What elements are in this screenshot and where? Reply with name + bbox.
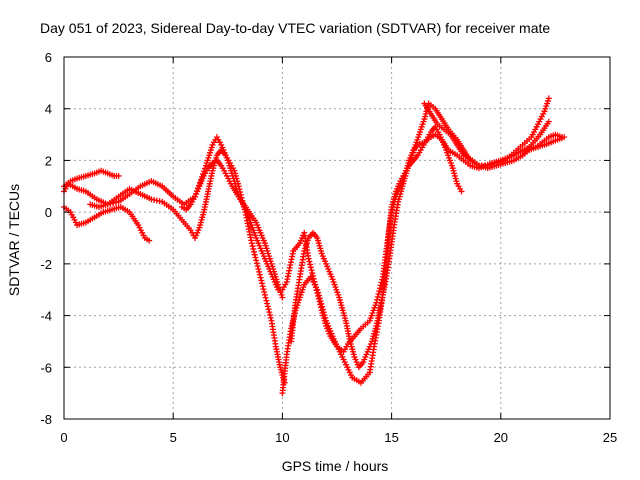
marker-fill	[254, 263, 261, 270]
marker-fill	[309, 270, 316, 277]
marker-fill	[236, 186, 243, 193]
x-tick-label: 15	[384, 430, 398, 445]
marker-fill	[319, 303, 326, 310]
series-track-f	[279, 123, 465, 397]
marker-fill	[257, 274, 264, 281]
series-track-i	[519, 131, 565, 159]
marker-fill	[253, 260, 260, 267]
marker-fill	[377, 282, 384, 289]
y-tick-label: 6	[45, 50, 52, 65]
series-track-h	[421, 95, 552, 169]
marker-fill	[267, 311, 274, 318]
data-point	[458, 188, 465, 195]
data-point	[115, 172, 122, 179]
marker-fill	[260, 286, 267, 293]
data-point	[255, 266, 262, 273]
marker-fill	[307, 261, 314, 268]
data-point	[305, 255, 312, 262]
series-track-b	[61, 203, 153, 244]
chart-title: Day 051 of 2023, Sidereal Day-to-day VTE…	[40, 20, 550, 36]
marker-fill	[264, 300, 271, 307]
series-track-g	[288, 100, 552, 371]
marker-fill	[319, 306, 326, 313]
data-point	[235, 183, 242, 190]
marker-fill	[250, 245, 257, 252]
y-tick-label: -4	[40, 309, 52, 324]
series-track-d	[87, 147, 288, 386]
x-tick-label: 25	[603, 430, 617, 445]
data-point	[261, 291, 268, 298]
marker-fill	[315, 289, 322, 296]
data-point	[314, 286, 321, 293]
data-point	[248, 240, 255, 247]
marker-fill	[265, 306, 272, 313]
marker-fill	[308, 267, 315, 274]
marker-fill	[253, 257, 260, 264]
y-tick-label: -8	[40, 412, 52, 427]
marker-fill	[307, 264, 314, 271]
data-points	[61, 95, 568, 397]
data-point	[558, 134, 565, 141]
marker-fill	[322, 314, 329, 321]
data-point	[279, 294, 286, 301]
marker-fill	[316, 295, 323, 302]
marker-fill	[266, 309, 273, 316]
x-tick-label: 20	[494, 430, 508, 445]
marker-fill	[263, 297, 270, 304]
marker-fill	[321, 312, 328, 319]
plot-frame	[63, 56, 611, 420]
marker-fill	[317, 297, 324, 304]
grid-lines	[64, 57, 610, 419]
x-tick-label: 0	[60, 430, 67, 445]
marker-fill	[252, 254, 259, 261]
marker-fill	[376, 288, 383, 295]
marker-fill	[256, 268, 263, 275]
y-tick-label: 0	[45, 205, 52, 220]
marker-fill	[259, 280, 266, 287]
x-tick-label: 10	[275, 430, 289, 445]
marker-fill	[259, 283, 266, 290]
y-axis-label: SDTVAR / TECUs	[6, 184, 22, 296]
data-point	[545, 95, 552, 102]
data-point	[545, 118, 552, 125]
marker-fill	[375, 291, 382, 298]
marker-fill	[267, 314, 274, 321]
x-tick-label: 5	[170, 430, 177, 445]
marker-fill	[249, 243, 256, 250]
marker-fill	[251, 251, 258, 258]
marker-fill	[318, 300, 325, 307]
data-point	[146, 237, 153, 244]
marker-fill	[320, 309, 327, 316]
x-axis-label: GPS time / hours	[282, 458, 389, 474]
y-tick-label: 2	[45, 153, 52, 168]
y-tick-label: -6	[40, 360, 52, 375]
marker-fill	[262, 294, 269, 301]
y-tick-label: -2	[40, 257, 52, 272]
marker-fill	[251, 248, 258, 255]
marker-fill	[258, 277, 265, 284]
series-track-e	[178, 157, 286, 301]
marker-fill	[306, 258, 313, 265]
y-tick-label: 4	[45, 102, 52, 117]
axis-ticks: 0 5 10 15 20 25 -8 -6 -4 -2 0 2 4 6	[40, 50, 617, 445]
marker-fill	[256, 271, 263, 278]
marker-fill	[376, 285, 383, 292]
marker-fill	[261, 289, 268, 296]
marker-fill	[315, 292, 322, 299]
marker-fill	[264, 303, 271, 310]
